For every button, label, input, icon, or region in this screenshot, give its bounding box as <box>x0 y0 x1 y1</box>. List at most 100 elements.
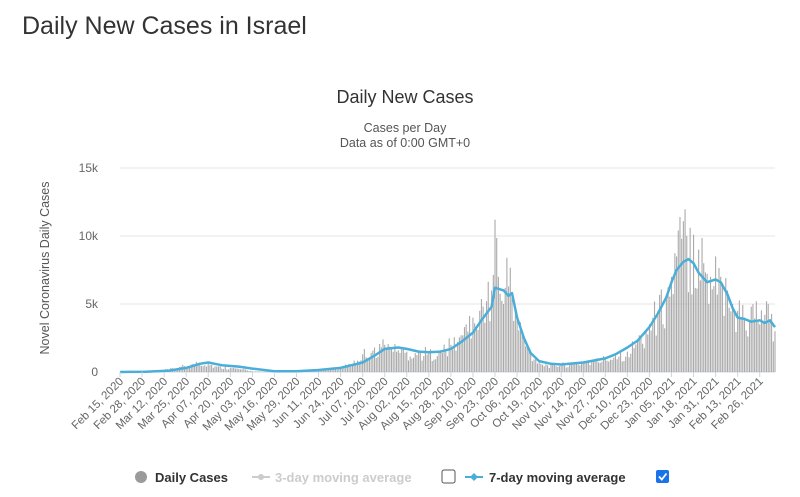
daily-cases-bar <box>709 276 712 372</box>
daily-cases-bar <box>435 359 437 372</box>
daily-cases-bar <box>569 364 571 372</box>
daily-cases-bar <box>596 358 598 372</box>
three-day-legend-marker <box>258 474 264 480</box>
daily-cases-bar <box>418 351 420 372</box>
daily-cases-bar <box>765 301 768 372</box>
daily-cases-bar <box>694 287 696 372</box>
seven-day-average-line <box>119 257 777 374</box>
daily-cases-bar <box>594 361 596 372</box>
daily-cases-bar <box>591 361 593 372</box>
seven-day-legend-marker <box>470 473 478 481</box>
daily-cases-bar <box>764 314 766 372</box>
daily-cases-bar <box>716 294 718 372</box>
daily-cases-bar <box>631 341 634 372</box>
daily-cases-bar <box>489 321 491 372</box>
daily-cases-bar <box>604 358 606 372</box>
daily-cases-bar <box>407 360 410 372</box>
daily-cases-bar <box>448 338 450 372</box>
daily-cases-bar <box>513 320 515 372</box>
daily-cases-bar <box>382 339 384 372</box>
three-day-average-checkbox[interactable] <box>441 469 456 484</box>
daily-cases-bar <box>350 367 352 372</box>
daily-cases-bar <box>754 318 756 372</box>
daily-cases-bar <box>577 364 579 372</box>
daily-cases-bar <box>482 306 484 372</box>
daily-cases-bar <box>525 346 527 372</box>
daily-cases-bar <box>686 236 688 372</box>
daily-cases-bar <box>718 268 720 372</box>
daily-cases-bar <box>394 344 396 372</box>
daily-cases-bar <box>355 364 357 372</box>
daily-cases-bar <box>748 319 751 372</box>
daily-cases-bar <box>711 289 713 372</box>
daily-cases-bar <box>346 365 348 372</box>
daily-cases-bar <box>769 320 771 372</box>
daily-cases-bar <box>531 361 533 372</box>
y-tick-labels: 0 5k 10k 15k <box>79 161 99 379</box>
daily-cases-bar <box>660 289 662 372</box>
y-tick-label: 10k <box>79 229 99 243</box>
daily-cases-bar <box>689 227 691 372</box>
daily-cases-bar <box>664 328 666 372</box>
daily-cases-bar <box>592 360 594 372</box>
daily-cases-bar <box>190 364 192 372</box>
daily-cases-bar <box>397 350 399 372</box>
daily-cases-bar <box>474 323 476 372</box>
legend-item-3-day-average[interactable]: 3-day moving average <box>252 470 412 485</box>
daily-cases-bar <box>477 329 479 372</box>
daily-cases-bar <box>659 294 661 372</box>
daily-cases-bar <box>255 371 257 372</box>
daily-cases-bar <box>704 272 706 372</box>
daily-cases-bar <box>662 324 664 372</box>
y-tick-label: 15k <box>79 161 99 175</box>
daily-cases-bar <box>446 356 449 372</box>
daily-cases-bar <box>560 364 562 372</box>
daily-cases-bar <box>574 363 576 372</box>
daily-cases-bar <box>421 360 423 372</box>
daily-cases-bar <box>396 351 398 372</box>
daily-cases-bar <box>621 361 623 372</box>
daily-cases-bar <box>540 363 542 372</box>
legend-item-daily-cases[interactable]: Daily Cases <box>135 470 228 485</box>
daily-cases-bar <box>494 219 496 372</box>
daily-cases-bar <box>579 365 581 372</box>
daily-cases-bar <box>377 356 379 372</box>
daily-cases-bar <box>460 335 462 372</box>
daily-cases-bar <box>491 290 493 372</box>
daily-cases-bar <box>414 353 416 372</box>
daily-cases-bar <box>463 327 466 372</box>
legend-item-7-day-average[interactable]: 7-day moving average <box>465 470 626 485</box>
page-heading: Daily New Cases in Israel <box>22 12 307 40</box>
seven-day-average-checkbox[interactable] <box>656 470 669 483</box>
daily-cases-bar <box>499 293 501 372</box>
daily-cases-bar <box>606 360 608 372</box>
daily-cases-bar <box>353 360 355 372</box>
daily-cases-bar <box>450 344 452 372</box>
daily-cases-bar <box>626 351 628 372</box>
daily-cases-bar <box>469 316 471 372</box>
daily-cases-bar <box>706 273 708 372</box>
daily-cases-bar <box>523 338 525 372</box>
chart-subtitle-line-1: Cases per Day <box>364 121 447 135</box>
daily-cases-bar <box>370 352 372 372</box>
daily-cases-bar <box>367 358 369 372</box>
daily-cases-bar <box>429 349 432 372</box>
daily-cases-bar <box>212 367 214 372</box>
daily-cases-bar <box>431 361 433 372</box>
daily-cases-bar <box>638 335 640 372</box>
daily-cases-bar <box>219 366 221 372</box>
legend-label-3-day-average: 3-day moving average <box>275 470 412 485</box>
daily-cases-bar <box>633 348 635 372</box>
daily-cases-bar <box>368 358 370 372</box>
daily-cases-bar <box>509 267 511 372</box>
legend-label-daily-cases: Daily Cases <box>155 470 228 485</box>
daily-cases-bar <box>402 348 404 372</box>
daily-cases-bar <box>774 331 776 372</box>
daily-cases-bar <box>647 334 649 372</box>
checkmark-icon <box>658 472 668 481</box>
daily-cases-bar <box>767 303 769 372</box>
daily-cases-bar <box>553 363 555 372</box>
daily-cases-bar <box>428 352 430 372</box>
daily-cases-bar <box>413 357 415 372</box>
